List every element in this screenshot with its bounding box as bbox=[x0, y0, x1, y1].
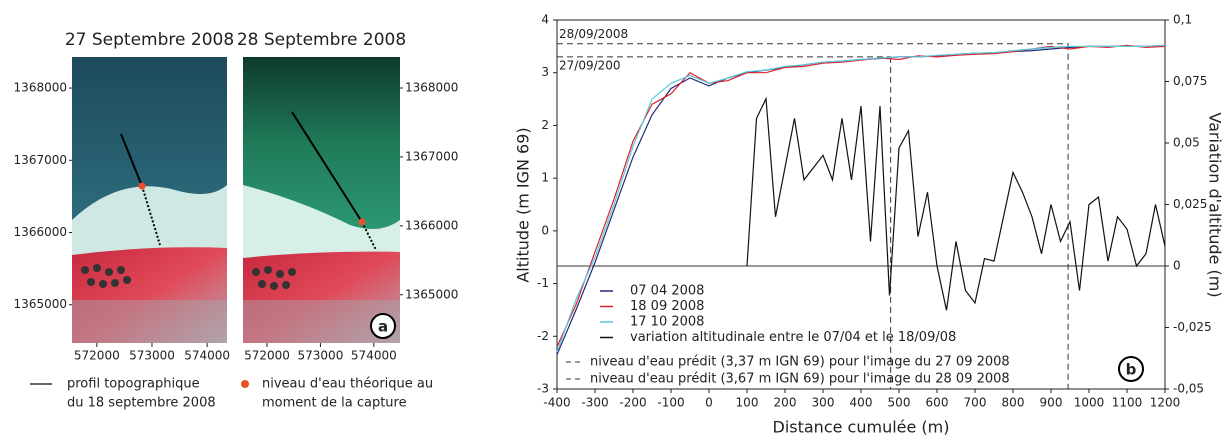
y2-tick-label: -0,025 bbox=[1173, 320, 1212, 334]
x-axis-label: Distance cumulée (m) bbox=[773, 418, 950, 437]
series-line bbox=[556, 44, 1166, 353]
panel-label: a bbox=[378, 318, 388, 336]
x-tick-label: 100 bbox=[736, 396, 759, 410]
x-tick-label: 573000 bbox=[129, 349, 175, 363]
y2-tick-label: 0,075 bbox=[1173, 74, 1207, 88]
x-tick-label: 200 bbox=[774, 396, 797, 410]
water-level-label: 28/09/2008 bbox=[559, 27, 628, 41]
x-tick-label: 600 bbox=[926, 396, 949, 410]
legend-text: du 18 septembre 2008 bbox=[67, 396, 216, 411]
y-tick-label: 1367000 bbox=[14, 153, 67, 167]
y-tick-label: 2 bbox=[541, 118, 549, 132]
x-tick-label: 574000 bbox=[351, 349, 397, 363]
y-tick-label: -1 bbox=[537, 276, 549, 290]
y2-axis-label: Variation d'altitude (m) bbox=[1206, 112, 1225, 297]
y-tick-label: 1367000 bbox=[405, 149, 458, 163]
x-tick-label: 400 bbox=[850, 396, 873, 410]
x-tick-label: 800 bbox=[1002, 396, 1025, 410]
x-tick-label: 700 bbox=[964, 396, 987, 410]
x-tick-label: -300 bbox=[581, 396, 608, 410]
y-tick-label: 4 bbox=[541, 13, 549, 27]
legend-text: variation altitudinale entre le 07/04 et… bbox=[630, 330, 956, 345]
x-tick-label: 572000 bbox=[244, 349, 290, 363]
x-tick-label: 1100 bbox=[1112, 396, 1143, 410]
x-tick-label: 500 bbox=[888, 396, 911, 410]
y-tick-label: -2 bbox=[537, 329, 549, 343]
x-tick-label: 572000 bbox=[74, 349, 120, 363]
image-title: 27 Septembre 2008 bbox=[65, 30, 234, 50]
y-tick-label: 1366000 bbox=[405, 218, 458, 232]
satellite-image: a bbox=[243, 57, 400, 343]
x-tick-label: 900 bbox=[1040, 396, 1063, 410]
legend-text: 17 10 2008 bbox=[630, 315, 704, 330]
y-tick-label: 0 bbox=[541, 223, 549, 237]
legend-text: profil topographique bbox=[67, 377, 200, 392]
water-level-label: 27/09/200 bbox=[559, 58, 621, 72]
y-tick-label: 1366000 bbox=[14, 225, 67, 239]
x-tick-label: 573000 bbox=[298, 349, 344, 363]
satellite-image bbox=[72, 57, 227, 343]
legend-dot-icon bbox=[241, 380, 249, 388]
legend-text: niveau d'eau prédit (3,67 m IGN 69) pour… bbox=[590, 372, 1010, 387]
y-tick-label: 1368000 bbox=[405, 81, 458, 95]
y-axis-label: Altitude (m IGN 69) bbox=[514, 127, 533, 282]
y-tick-label: 1368000 bbox=[14, 81, 67, 95]
y-tick-label: 1365000 bbox=[14, 297, 67, 311]
panel-label: b bbox=[1126, 361, 1137, 379]
legend-text: 07 04 2008 bbox=[630, 284, 704, 299]
x-tick-label: 574000 bbox=[184, 349, 230, 363]
y-tick-label: -3 bbox=[537, 382, 549, 396]
image-title: 28 Septembre 2008 bbox=[237, 30, 406, 50]
x-tick-label: -400 bbox=[543, 396, 570, 410]
x-tick-label: -100 bbox=[657, 396, 684, 410]
series-line bbox=[746, 96, 1166, 311]
y-tick-label: 1 bbox=[541, 171, 549, 185]
legend-text: moment de la capture bbox=[262, 396, 407, 411]
x-tick-label: 1000 bbox=[1074, 396, 1105, 410]
x-tick-label: -200 bbox=[619, 396, 646, 410]
legend-text: niveau d'eau théorique au bbox=[262, 377, 433, 392]
x-tick-label: 0 bbox=[705, 396, 713, 410]
y2-tick-label: 0 bbox=[1173, 259, 1181, 273]
legend-text: niveau d'eau prédit (3,37 m IGN 69) pour… bbox=[590, 355, 1010, 370]
panel-label-circle bbox=[1118, 356, 1144, 382]
x-tick-label: 1200 bbox=[1150, 396, 1181, 410]
x-tick-label: 300 bbox=[812, 396, 835, 410]
y-tick-label: 3 bbox=[541, 65, 549, 79]
y2-tick-label: 0,05 bbox=[1173, 136, 1200, 150]
legend-text: 18 09 2008 bbox=[630, 299, 704, 314]
y2-tick-label: 0,1 bbox=[1173, 13, 1192, 27]
y2-tick-label: -0,05 bbox=[1173, 382, 1204, 396]
y2-tick-label: 0,025 bbox=[1173, 197, 1207, 211]
y-tick-label: 1365000 bbox=[405, 287, 458, 301]
